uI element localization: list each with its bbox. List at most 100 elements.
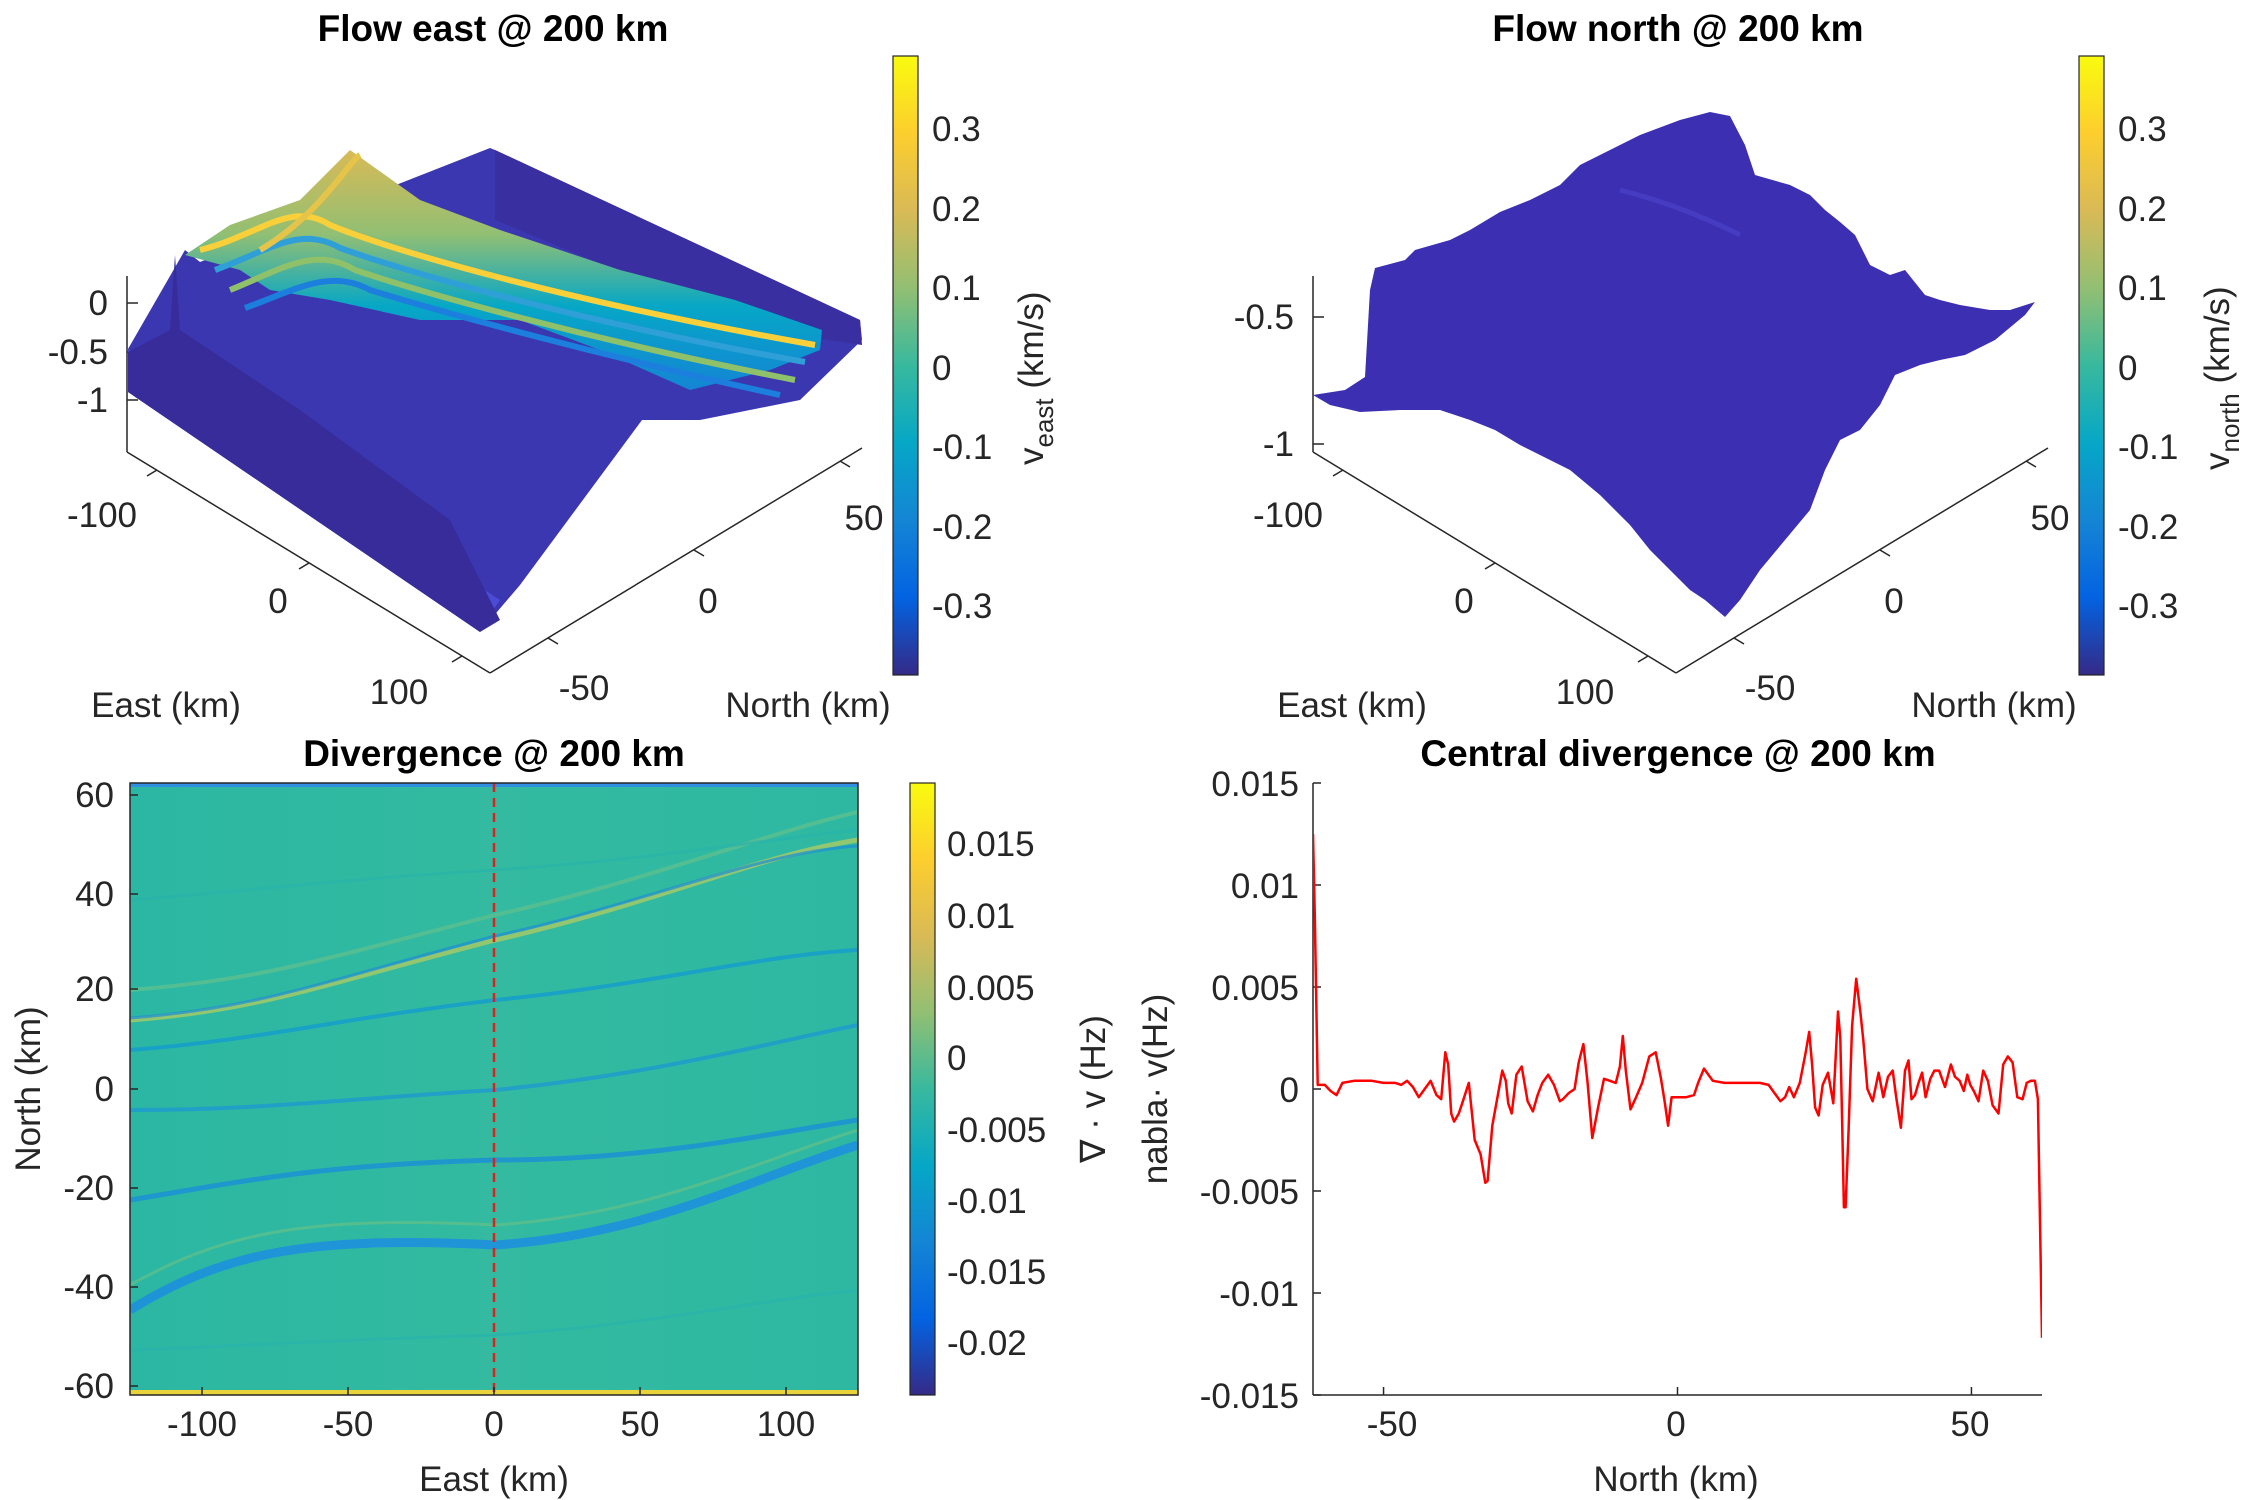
- x-tick-1: 0: [268, 582, 287, 621]
- axis-ticks: [1313, 316, 2037, 663]
- band-dark-5: [130, 1140, 858, 1314]
- cb-tick-6: -0.3: [932, 587, 992, 626]
- cb-tick-4: -0.005: [947, 1111, 1046, 1150]
- y-axis-label: North (km): [9, 1006, 48, 1171]
- colorbar-north: 0.3 0.2 0.1 0 -0.1 -0.2 -0.3 vnorth (km/…: [2078, 55, 2245, 676]
- y-tick-4: -0.005: [1200, 1173, 1299, 1212]
- y-tick-0: 60: [75, 776, 114, 815]
- x-tick-1: -50: [323, 1405, 374, 1444]
- y-tick-6: -60: [63, 1367, 114, 1406]
- colorbar-divergence: 0.015 0.01 0.005 0 -0.005 -0.01 -0.015 -…: [909, 782, 1113, 1396]
- z-tick-1: -0.5: [48, 333, 108, 372]
- x-tick-2: 50: [1951, 1405, 1990, 1444]
- band-faint-1: [130, 828, 858, 902]
- cb-tick-6: -0.015: [947, 1253, 1046, 1292]
- cb-tick-7: -0.02: [947, 1324, 1027, 1363]
- chart-title: Flow east @ 200 km: [318, 8, 669, 49]
- y-tick-4: -20: [63, 1169, 114, 1208]
- surface-north-faint-band: [1619, 187, 1742, 238]
- colorbar-fill: [892, 55, 919, 676]
- axis-ticks: [1313, 782, 1973, 1396]
- colorbar-label: ∇ · v (Hz): [1074, 1015, 1113, 1164]
- x-tick-0: -50: [1367, 1405, 1418, 1444]
- x-axis-label: East (km): [1277, 686, 1427, 725]
- y-tick-0: -50: [1745, 669, 1796, 708]
- x-tick-1: 0: [1666, 1405, 1685, 1444]
- cb-tick-5: -0.2: [932, 508, 992, 547]
- chart-title: Divergence @ 200 km: [303, 733, 685, 774]
- cb-tick-5: -0.2: [2118, 508, 2178, 547]
- cb-tick-4: -0.1: [2118, 428, 2178, 467]
- surface-front-wall: [128, 255, 500, 632]
- cb-tick-0: 0.015: [947, 825, 1035, 864]
- x-tick-3: 50: [621, 1405, 660, 1444]
- cb-tick-1: 0.2: [2118, 190, 2167, 229]
- cb-tick-0: 0.3: [932, 110, 981, 149]
- series-line: [1313, 833, 2042, 1338]
- cb-tick-3: 0: [2118, 349, 2137, 388]
- cb-tick-2: 0.1: [2118, 269, 2167, 308]
- surface-ridges: [185, 150, 822, 390]
- y-tick-0: -50: [559, 669, 610, 708]
- y-tick-5: -40: [63, 1268, 114, 1307]
- x-tick-1: 0: [1454, 582, 1473, 621]
- cb-tick-0: 0.3: [2118, 110, 2167, 149]
- surface-north: [1313, 112, 2035, 617]
- colorbar-label: veast (km/s): [1012, 291, 1059, 465]
- y-tick-2: 50: [2031, 499, 2070, 538]
- colorbar-label: vnorth (km/s): [2198, 286, 2245, 470]
- cb-tick-1: 0.2: [932, 190, 981, 229]
- y-tick-1: 0.01: [1231, 867, 1299, 906]
- y-tick-2: 0.005: [1211, 969, 1299, 1008]
- chart-title: Flow north @ 200 km: [1492, 8, 1863, 49]
- y-axis-label: North (km): [725, 686, 890, 725]
- x-tick-4: 100: [757, 1405, 815, 1444]
- panel-central-divergence: Central divergence @ 200 km -50 0 50 0.0…: [1136, 733, 2042, 1499]
- x-axis-label: East (km): [91, 686, 241, 725]
- y-tick-1: 40: [75, 875, 114, 914]
- x-tick-0: -100: [1253, 496, 1323, 535]
- x-tick-0: -100: [67, 496, 137, 535]
- heatmap-bands: [130, 810, 858, 1352]
- surface-east: [128, 148, 862, 632]
- colorbar-fill: [2078, 55, 2105, 676]
- band-faint-2: [130, 1288, 858, 1352]
- cb-tick-3: 0: [947, 1039, 966, 1078]
- x-axis-label: North (km): [1593, 1460, 1758, 1499]
- y-tick-6: -0.015: [1200, 1377, 1299, 1416]
- x-tick-2: 100: [370, 673, 428, 712]
- y-tick-2: 50: [845, 499, 884, 538]
- y-axis-line: [489, 447, 863, 674]
- cb-tick-2: 0.1: [932, 269, 981, 308]
- x-tick-2: 100: [1556, 673, 1614, 712]
- z-tick-2: -1: [77, 381, 108, 420]
- y-tick-1: 0: [698, 582, 717, 621]
- y-tick-2: 20: [75, 970, 114, 1009]
- y-tick-0: 0.015: [1211, 765, 1299, 804]
- colorbar-fill: [909, 782, 936, 1396]
- cb-tick-6: -0.3: [2118, 587, 2178, 626]
- x-tick-2: 0: [484, 1405, 503, 1444]
- cb-tick-2: 0.005: [947, 969, 1035, 1008]
- z-tick-1: -1: [1263, 425, 1294, 464]
- y-axis-label: nabla· v(Hz): [1136, 994, 1175, 1185]
- z-tick-0: -0.5: [1234, 298, 1294, 337]
- panel-flow-north: Flow north @ 200 km -0.5 -1 -100 0 100 -…: [1234, 8, 2245, 725]
- band-light-2: [130, 810, 858, 992]
- colorbar-east: 0.3 0.2 0.1 0 -0.1 -0.2 -0.3 veast (km/s…: [892, 55, 1059, 676]
- y-tick-3: 0: [95, 1070, 114, 1109]
- panel-divergence: Divergence @ 200 km -100: [9, 733, 1113, 1499]
- cb-tick-4: -0.1: [932, 428, 992, 467]
- surface-ridge-lines: [199, 152, 816, 398]
- chart-title: Central divergence @ 200 km: [1420, 733, 1935, 774]
- x-axis-label: East (km): [419, 1460, 569, 1499]
- y-axis-label: North (km): [1911, 686, 2076, 725]
- y-tick-1: 0: [1884, 582, 1903, 621]
- panel-flow-east: Flow east @ 200 km 0 -0.5: [48, 8, 1059, 725]
- x-tick-0: -100: [167, 1405, 237, 1444]
- cb-tick-1: 0.01: [947, 897, 1015, 936]
- cb-tick-3: 0: [932, 349, 951, 388]
- surface-back-block: [495, 150, 862, 345]
- y-axis-line: [1675, 447, 2049, 674]
